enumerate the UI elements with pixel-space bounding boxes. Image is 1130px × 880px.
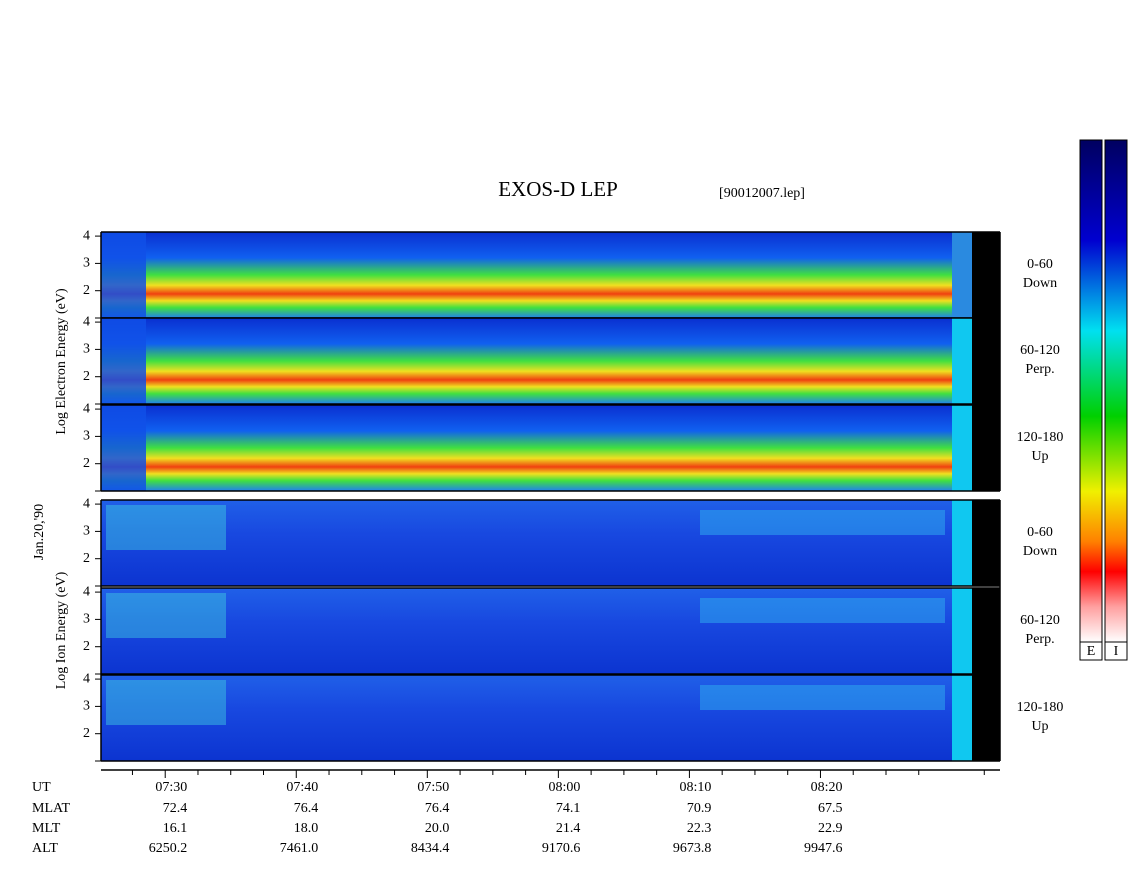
fill-column bbox=[972, 405, 1000, 491]
date-label: Jan.20,'90 bbox=[32, 504, 47, 560]
orbit-value: 20.0 bbox=[425, 821, 450, 836]
y-tick-label: 4 bbox=[83, 671, 90, 686]
orbit-value: 72.4 bbox=[163, 801, 188, 816]
panel-angle: 60-120 bbox=[1020, 613, 1060, 628]
ion-patch bbox=[700, 510, 945, 535]
y-tick-label: 2 bbox=[83, 283, 90, 298]
orbit-value: 7461.0 bbox=[280, 841, 319, 856]
y-tick-label: 3 bbox=[83, 612, 90, 627]
panel-angle: 60-120 bbox=[1020, 343, 1060, 358]
orbit-row-name: ALT bbox=[32, 841, 58, 856]
orbit-value: 6250.2 bbox=[149, 841, 188, 856]
ion-patch bbox=[106, 593, 226, 638]
ion-patch bbox=[700, 685, 945, 710]
chart-title: EXOS-D LEP bbox=[498, 177, 618, 201]
orbit-value: 76.4 bbox=[294, 801, 319, 816]
orbit-value: 9947.6 bbox=[804, 841, 843, 856]
cyan-column bbox=[952, 318, 972, 404]
y-tick-label: 3 bbox=[83, 342, 90, 357]
fill-column bbox=[972, 675, 1000, 761]
panel-angle: 120-180 bbox=[1017, 700, 1064, 715]
fill-column bbox=[972, 500, 1000, 586]
y-tick-label: 3 bbox=[83, 429, 90, 444]
y-axis-label: Log Electron Energy (eV) bbox=[54, 288, 69, 435]
ion-patch bbox=[106, 680, 226, 725]
orbit-value: 76.4 bbox=[425, 801, 450, 816]
y-tick-label: 4 bbox=[83, 314, 90, 329]
orbit-value: 22.3 bbox=[687, 821, 712, 836]
y-tick-label: 2 bbox=[83, 726, 90, 741]
x-tick-label: 08:10 bbox=[680, 780, 712, 795]
x-tick-label: 07:30 bbox=[155, 780, 187, 795]
spectrogram-panel bbox=[101, 318, 952, 404]
color-bar-label-box bbox=[1079, 641, 1103, 661]
ion-patch bbox=[700, 598, 945, 623]
color-bar-label: I bbox=[1114, 644, 1119, 659]
panel-angle: 0-60 bbox=[1027, 525, 1053, 540]
y-tick-label: 3 bbox=[83, 699, 90, 714]
orbit-value: 9170.6 bbox=[542, 841, 581, 856]
fill-column bbox=[972, 588, 1000, 674]
ion-patch bbox=[106, 505, 226, 550]
color-bar-label: E bbox=[1087, 644, 1096, 659]
x-tick-label: 08:20 bbox=[811, 780, 843, 795]
panel-direction: Down bbox=[1023, 544, 1057, 559]
fill-column bbox=[972, 318, 1000, 404]
x-tick-label: 07:50 bbox=[417, 780, 449, 795]
cyan-column bbox=[952, 675, 972, 761]
y-tick-label: 3 bbox=[83, 256, 90, 271]
y-tick-label: 3 bbox=[83, 524, 90, 539]
cyan-column bbox=[952, 588, 972, 674]
orbit-value: 8434.4 bbox=[411, 841, 450, 856]
orbit-row-name: MLAT bbox=[32, 801, 71, 816]
orbit-value: 22.9 bbox=[818, 821, 843, 836]
cyan-column bbox=[952, 405, 972, 491]
panel-direction: Up bbox=[1031, 449, 1048, 464]
y-axis-label: Log Ion Energy (eV) bbox=[54, 571, 69, 689]
panel-direction: Perp. bbox=[1025, 632, 1054, 647]
spectrogram-panel bbox=[101, 232, 952, 318]
y-tick-label: 2 bbox=[83, 456, 90, 471]
orbit-value: 70.9 bbox=[687, 801, 712, 816]
y-tick-label: 4 bbox=[83, 228, 90, 243]
cyan-column bbox=[952, 232, 972, 318]
cyan-column bbox=[952, 500, 972, 586]
file-name: [90012007.lep] bbox=[719, 186, 805, 201]
color-bar-label-box bbox=[1104, 641, 1128, 661]
orbit-value: 18.0 bbox=[294, 821, 319, 836]
panel-angle: 0-60 bbox=[1027, 257, 1053, 272]
spectrogram-panel bbox=[101, 405, 952, 491]
panel-direction: Down bbox=[1023, 276, 1057, 291]
orbit-value: 9673.8 bbox=[673, 841, 712, 856]
fill-column bbox=[972, 232, 1000, 318]
panel-angle: 120-180 bbox=[1017, 430, 1064, 445]
orbit-value: 67.5 bbox=[818, 801, 843, 816]
orbit-value: 74.1 bbox=[556, 801, 581, 816]
orbit-value: 16.1 bbox=[163, 821, 188, 836]
y-tick-label: 4 bbox=[83, 584, 90, 599]
y-tick-label: 2 bbox=[83, 369, 90, 384]
y-tick-label: 4 bbox=[83, 401, 90, 416]
orbit-row-name: MLT bbox=[32, 821, 61, 836]
x-tick-label: 07:40 bbox=[286, 780, 318, 795]
panel-direction: Perp. bbox=[1025, 362, 1054, 377]
orbit-value: 21.4 bbox=[556, 821, 581, 836]
x-tick-label: 08:00 bbox=[548, 780, 580, 795]
orbit-row-name: UT bbox=[32, 780, 51, 795]
quiet-region bbox=[101, 405, 146, 491]
y-tick-label: 4 bbox=[83, 496, 90, 511]
quiet-region bbox=[101, 318, 146, 404]
y-tick-label: 2 bbox=[83, 639, 90, 654]
color-bar bbox=[1104, 139, 1128, 643]
y-tick-label: 2 bbox=[83, 551, 90, 566]
panel-direction: Up bbox=[1031, 719, 1048, 734]
quiet-region bbox=[101, 232, 146, 318]
color-bar bbox=[1079, 139, 1103, 643]
